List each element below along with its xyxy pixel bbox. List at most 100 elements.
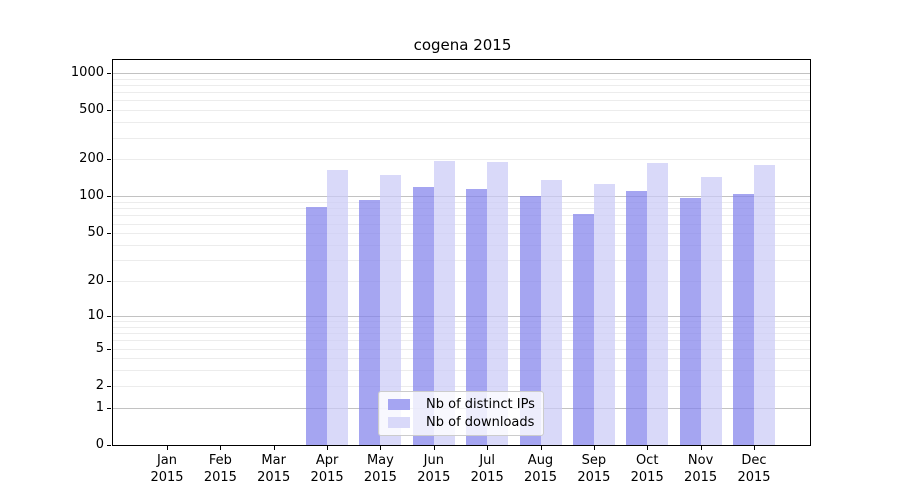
x-tick-aug [540,446,542,450]
gridline-y-9 [113,320,810,322]
x-axis-tick-label-aug-2015: Aug 2015 [523,453,558,485]
y-tick-5 [107,348,111,350]
x-tick-feb [220,446,222,450]
y-tick-0 [107,445,111,446]
bar-downloads-sep-2015 [593,183,615,445]
bar-downloads-jun-2015 [433,160,455,445]
bar-distinct-ips-jun-2015 [412,186,434,445]
bar-downloads-aug-2015 [540,179,562,445]
y-axis-tick-label-2: 2 [95,377,104,393]
x-axis-tick-label-jan-2015: Jan 2015 [150,453,184,485]
x-tick-jun [433,446,435,450]
x-axis-tick-label-oct-2015: Oct 2015 [630,453,664,485]
y-tick-2 [107,385,111,387]
chart-title: cogena 2015 [413,36,512,54]
gridline-y-8 [113,326,810,328]
legend-swatch-downloads-icon [388,416,410,428]
gridline-y-6 [113,340,810,342]
bar-distinct-ips-oct-2015 [626,190,648,445]
x-tick-apr [327,446,329,450]
y-tick-1 [107,407,111,409]
bar-downloads-dec-2015 [754,164,775,445]
gridline-y-90 [113,202,810,203]
gridline-y-4 [113,358,810,360]
gridline-y-600 [113,100,810,102]
gridline-y-200 [113,159,810,161]
bar-distinct-ips-apr-2015 [306,206,328,445]
bar-downloads-may-2015 [380,175,402,445]
plot-area [112,59,811,446]
y-axis-tick-label-20: 20 [87,273,104,288]
y-axis-tick-label-5: 5 [95,340,104,356]
x-tick-oct [647,446,649,450]
x-axis-tick-label-jul-2015: Jul 2015 [470,453,504,485]
x-axis-tick-label-sep-2015: Sep 2015 [577,453,611,485]
gridline-y-5 [113,348,810,350]
gridline-y-300 [113,137,810,139]
x-tick-mar [273,446,275,450]
x-tick-jan [167,446,168,450]
gridline-y-80 [113,208,810,210]
bar-downloads-oct-2015 [647,163,669,445]
y-tick-200 [107,159,111,161]
gridline-y-100 [113,196,810,198]
y-tick-500 [107,110,111,112]
x-tick-nov [700,446,702,450]
y-axis-tick-label-0: 0 [95,437,104,452]
legend-item-distinct-ips: Nb of distinct IPs [388,396,535,413]
x-axis-tick-label-may-2015: May 2015 [363,453,397,485]
gridline-y-400 [113,122,810,124]
bar-distinct-ips-dec-2015 [733,194,754,445]
gridline-y-1000 [113,72,810,74]
legend-item-downloads: Nb of downloads [388,414,534,431]
gridline-y-40 [113,244,810,246]
gridline-y-20 [113,281,810,282]
gridline-y-7 [113,333,810,334]
y-axis-tick-label-100: 100 [79,188,104,204]
bar-distinct-ips-aug-2015 [519,196,541,445]
x-tick-sep [593,446,595,450]
y-axis-tick-label-200: 200 [79,151,104,167]
x-axis-tick-label-jun-2015: Jun 2015 [417,453,451,485]
bar-distinct-ips-jul-2015 [466,189,488,445]
y-tick-100 [107,196,111,198]
x-axis-tick-label-mar-2015: Mar 2015 [257,453,291,485]
gridline-y-60 [113,223,810,225]
gridline-y-10 [113,315,810,317]
gridline-y-2 [113,385,810,387]
x-tick-jul [487,446,489,450]
x-tick-dec [754,446,755,450]
bar-downloads-jul-2015 [487,161,509,445]
gridline-y-700 [113,92,810,93]
legend-swatch-distinct-ips-icon [388,399,410,411]
bar-downloads-nov-2015 [700,177,722,445]
bar-downloads-apr-2015 [327,169,349,445]
bar-distinct-ips-sep-2015 [572,213,594,445]
y-axis-tick-label-500: 500 [79,102,104,118]
gridline-y-900 [113,78,810,80]
y-tick-50 [107,233,111,235]
gridline-y-30 [113,260,810,261]
gridline-y-500 [113,110,810,112]
y-axis-tick-label-50: 50 [87,225,104,241]
y-axis-tick-label-1: 1 [95,399,104,415]
legend: Nb of distinct IPs Nb of downloads [378,391,544,436]
bar-distinct-ips-nov-2015 [679,198,701,445]
gridline-y-50 [113,233,810,235]
gridline-y-800 [113,84,810,86]
y-tick-10 [107,315,111,317]
gridline-y-70 [113,215,810,217]
bar-distinct-ips-may-2015 [359,200,381,445]
x-tick-may [380,446,382,450]
y-axis-tick-label-1000: 1000 [70,64,104,80]
x-axis-tick-label-apr-2015: Apr 2015 [310,453,344,485]
y-tick-1000 [107,72,111,74]
y-tick-20 [107,281,111,282]
legend-label-distinct-ips: Nb of distinct IPs [426,397,535,413]
gridline-y-3 [113,370,810,372]
x-axis-tick-label-nov-2015: Nov 2015 [684,453,718,485]
legend-label-downloads: Nb of downloads [426,414,535,430]
x-axis-tick-label-dec-2015: Dec 2015 [737,453,771,485]
y-axis-tick-label-10: 10 [87,307,104,323]
